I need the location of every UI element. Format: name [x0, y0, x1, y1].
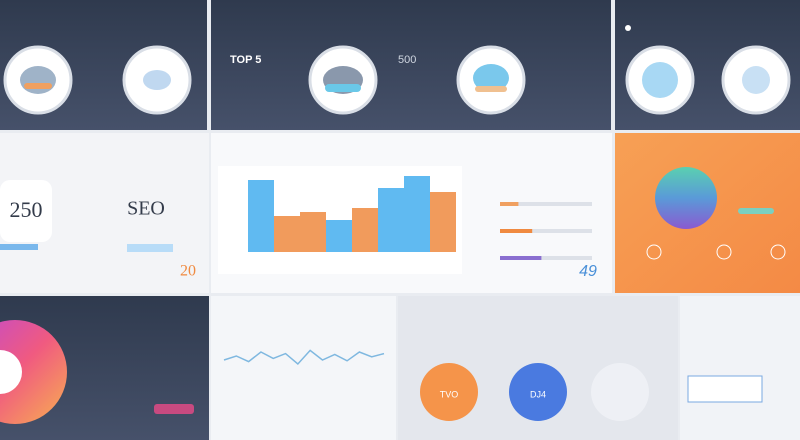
- bar: [127, 244, 173, 252]
- circle: [420, 363, 478, 421]
- donut: [0, 320, 67, 424]
- panel: [211, 0, 611, 130]
- bar: [326, 220, 352, 252]
- bar: [738, 208, 774, 214]
- donut-hole: [0, 350, 22, 394]
- track: [500, 229, 592, 233]
- bar: [430, 192, 456, 252]
- number: 20: [180, 263, 196, 280]
- button[interactable]: [154, 404, 194, 414]
- track: [500, 256, 592, 260]
- bar-chart: [248, 176, 456, 252]
- label: TOP 5: [230, 54, 261, 66]
- pie: [655, 167, 717, 229]
- bar: [352, 208, 378, 252]
- line: [223, 349, 385, 366]
- bar: [300, 212, 326, 252]
- number: 49: [579, 263, 597, 280]
- icons: [646, 244, 786, 260]
- panel: [680, 296, 800, 440]
- progress-bar: [500, 229, 533, 233]
- bar: [0, 244, 38, 250]
- line-chart: [223, 349, 385, 366]
- big-number: SEO: [127, 198, 165, 220]
- bar: [378, 188, 404, 252]
- card: [0, 180, 52, 242]
- progress-bar: [500, 202, 519, 206]
- bar: [248, 180, 274, 252]
- label: DJ4: [530, 389, 546, 399]
- panel: [211, 296, 396, 440]
- progress-bar: [500, 256, 542, 260]
- track: [500, 202, 592, 206]
- big-number: 250: [10, 197, 43, 222]
- progress-chart: [500, 202, 592, 260]
- bar: [274, 216, 300, 252]
- circle: [509, 363, 567, 421]
- circle: [591, 363, 649, 421]
- card: [687, 375, 763, 403]
- label: 500: [398, 54, 416, 66]
- bar: [404, 176, 430, 252]
- icons: [20, 25, 770, 98]
- label: TVO: [440, 389, 459, 399]
